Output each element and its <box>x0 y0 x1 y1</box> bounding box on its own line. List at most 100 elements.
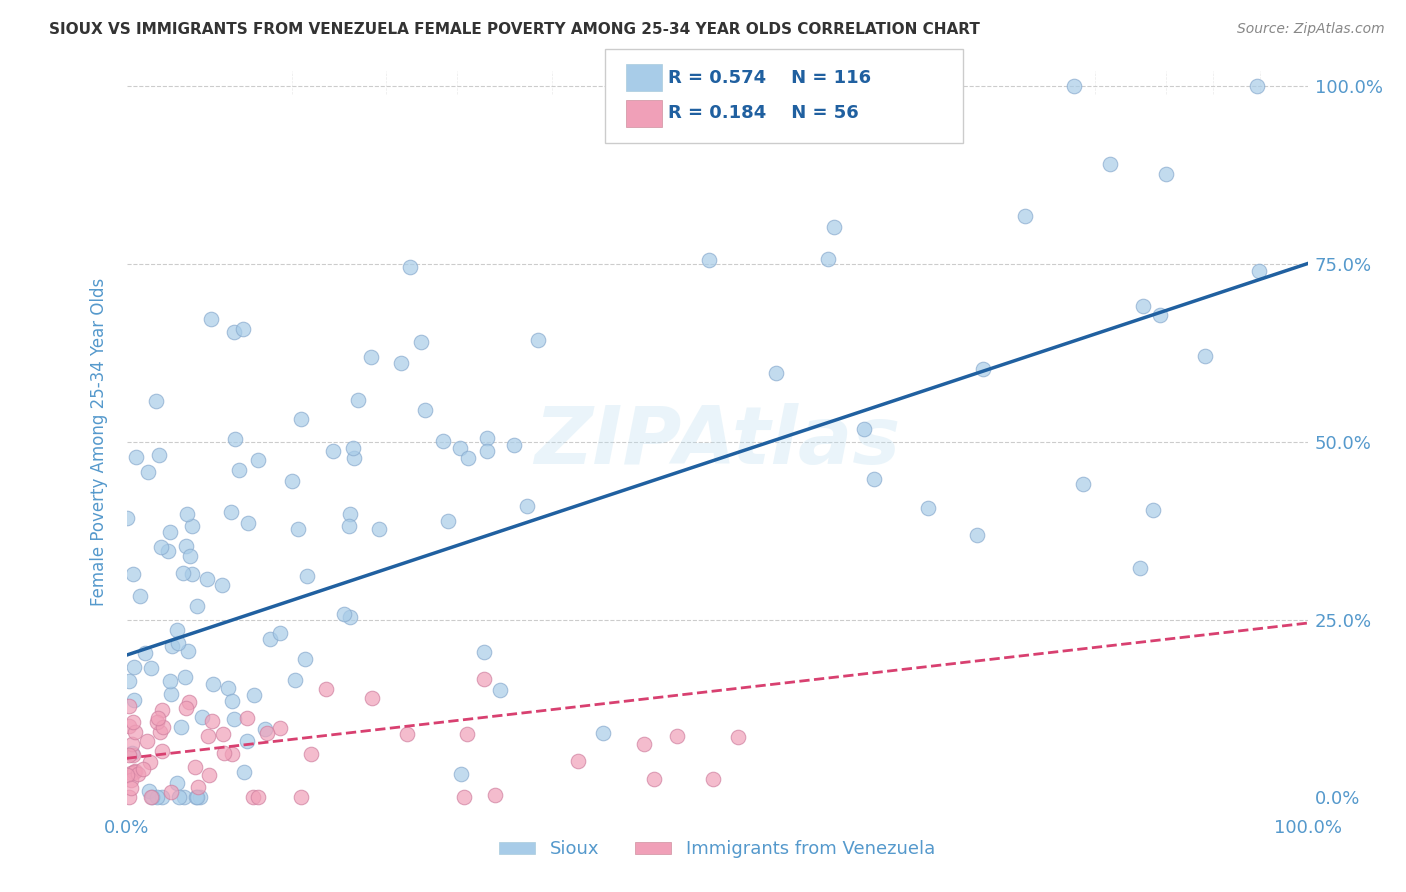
Point <box>118 674 141 689</box>
Point <box>972 362 994 376</box>
Point <box>395 727 418 741</box>
Point <box>453 790 475 805</box>
Point <box>118 748 141 763</box>
Point <box>172 566 194 581</box>
Point <box>484 788 506 802</box>
Point <box>219 505 242 519</box>
Point <box>339 610 361 624</box>
Point <box>242 790 264 805</box>
Point <box>221 694 243 708</box>
Point <box>150 744 173 758</box>
Point <box>592 726 614 740</box>
Point <box>139 790 162 805</box>
Point <box>211 577 233 591</box>
Point <box>457 450 479 465</box>
Point <box>247 790 270 805</box>
Point <box>120 772 142 787</box>
Point <box>765 367 787 381</box>
Point <box>174 539 197 553</box>
Point <box>200 312 222 326</box>
Point <box>236 516 259 530</box>
Point <box>1149 308 1171 322</box>
Point <box>368 522 391 536</box>
Point <box>228 463 250 477</box>
Point <box>398 260 420 274</box>
Point <box>138 784 160 798</box>
Point <box>117 719 139 733</box>
Point <box>222 325 245 339</box>
Point <box>516 499 538 513</box>
Point <box>177 695 200 709</box>
Point <box>699 253 721 268</box>
Point <box>817 252 839 266</box>
Point <box>167 790 190 805</box>
Point <box>170 720 193 734</box>
Point <box>287 523 309 537</box>
Point <box>297 569 319 583</box>
Point <box>527 333 550 347</box>
Point <box>643 772 665 786</box>
Y-axis label: Female Poverty Among 25-34 Year Olds: Female Poverty Among 25-34 Year Olds <box>90 277 108 606</box>
Point <box>489 682 512 697</box>
Point <box>159 673 181 688</box>
Point <box>121 746 143 760</box>
Point <box>450 767 472 781</box>
Point <box>232 322 254 336</box>
Point <box>966 528 988 542</box>
Point <box>315 682 337 697</box>
Point <box>160 785 183 799</box>
Point <box>246 453 269 467</box>
Point <box>1194 349 1216 363</box>
Point <box>166 776 188 790</box>
Point <box>290 412 312 426</box>
Point <box>211 727 233 741</box>
Point <box>299 747 322 761</box>
Point <box>139 755 162 769</box>
Point <box>235 711 257 725</box>
Text: R = 0.574    N = 116: R = 0.574 N = 116 <box>668 69 870 87</box>
Point <box>339 508 361 522</box>
Point <box>197 768 219 782</box>
Point <box>475 444 498 458</box>
Point <box>181 519 204 533</box>
Point <box>186 599 208 614</box>
Point <box>235 734 257 748</box>
Point <box>124 725 146 739</box>
Point <box>253 722 276 736</box>
Point <box>361 690 384 705</box>
Point <box>136 734 159 748</box>
Point <box>186 790 208 805</box>
Point <box>284 673 307 688</box>
Point <box>449 441 471 455</box>
Point <box>222 712 245 726</box>
Point <box>179 549 201 563</box>
Point <box>221 747 243 762</box>
Point <box>122 693 145 707</box>
Point <box>503 438 526 452</box>
Point <box>134 646 156 660</box>
Point <box>1132 299 1154 313</box>
Point <box>186 790 208 805</box>
Point <box>167 635 190 649</box>
Point <box>1128 561 1150 575</box>
Point <box>346 393 368 408</box>
Point <box>173 670 195 684</box>
Point <box>122 566 145 581</box>
Text: R = 0.184    N = 56: R = 0.184 N = 56 <box>668 104 859 122</box>
Point <box>118 790 141 805</box>
Point <box>176 507 198 521</box>
Point <box>145 394 167 409</box>
Point <box>1014 209 1036 223</box>
Point <box>141 661 163 675</box>
Point <box>224 432 246 446</box>
Point <box>243 689 266 703</box>
Point <box>342 442 364 456</box>
Point <box>863 471 886 485</box>
Point <box>256 725 278 739</box>
Point <box>159 525 181 540</box>
Point <box>456 727 478 741</box>
Point <box>122 748 145 763</box>
Point <box>727 730 749 744</box>
Point <box>259 632 281 646</box>
Point <box>150 703 173 717</box>
